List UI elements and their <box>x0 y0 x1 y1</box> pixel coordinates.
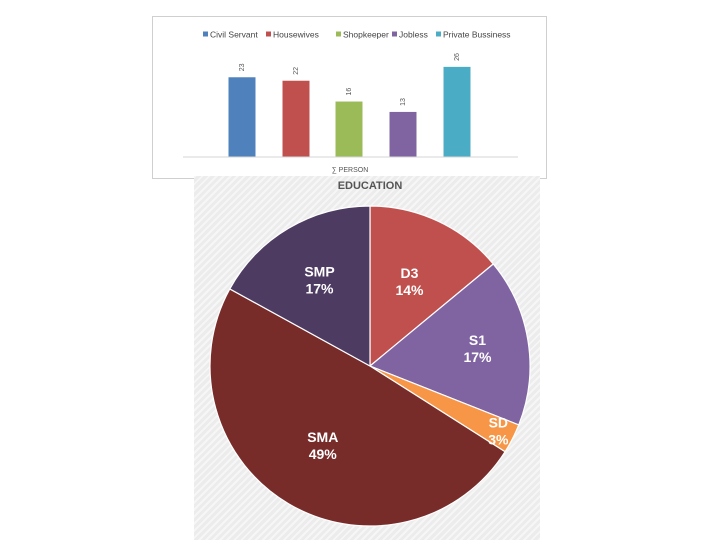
bar-chart-svg: Civil Servant Housewives Shopkeeper Jobless… <box>183 30 518 174</box>
legend-swatch-civil-servant <box>203 31 208 37</box>
bar-shopkeeper <box>335 101 363 157</box>
legend-label-private-bussiness: Private Bussiness <box>443 30 511 40</box>
bar-value-housewives: 22 <box>293 67 300 75</box>
pie-label-d3: D3 <box>401 265 419 281</box>
pie-chart: EDUCATION D3 14% S1 17% SD 3% SMA 49% SMP 17% <box>194 176 540 540</box>
pie-label-s1: S1 <box>469 332 486 348</box>
bar-housewives <box>282 80 310 157</box>
pie-slice-smp <box>228 205 371 368</box>
pie-percent-sma: 49% <box>309 446 338 462</box>
pie-title: EDUCATION <box>338 180 403 192</box>
pie-slice-s1 <box>368 263 531 426</box>
legend-label-shopkeeper: Shopkeeper <box>343 30 389 40</box>
pie-percent-d3: 14% <box>395 282 424 298</box>
bar-marks: 23 22 16 13 26 <box>228 53 471 157</box>
legend-swatch-jobless <box>392 31 397 37</box>
bar-legend: Civil Servant Housewives Shopkeeper Jobless… <box>203 30 511 40</box>
pie-percent-sd: 3% <box>488 431 509 447</box>
pie-label-sma: SMA <box>307 429 338 445</box>
pie-label-sd: SD <box>489 414 508 430</box>
bar-value-shopkeeper: 16 <box>346 88 353 96</box>
bar-chart: Civil Servant Housewives Shopkeeper Jobless… <box>152 16 547 179</box>
legend-swatch-shopkeeper <box>336 31 341 37</box>
legend-label-jobless: Jobless <box>399 30 428 40</box>
pie-slice-sma <box>209 288 506 527</box>
bar-civil-servant <box>228 77 256 157</box>
legend-swatch-private-bussiness <box>436 31 441 37</box>
pie-percent-s1: 17% <box>463 349 492 365</box>
pie-label-smp: SMP <box>304 264 334 280</box>
bar-value-jobless: 13 <box>400 98 407 106</box>
bar-value-civil-servant: 23 <box>239 63 246 71</box>
legend-label-civil-servant: Civil Servant <box>210 30 258 40</box>
x-axis-label: ∑ PERSON <box>332 167 369 174</box>
pie-slice-d3 <box>369 205 495 368</box>
pie-slices <box>209 205 531 527</box>
bar-jobless <box>389 111 417 157</box>
bar-private-bussiness <box>443 66 471 157</box>
legend-label-housewives: Housewives <box>273 30 319 40</box>
bar-value-private-bussiness: 26 <box>454 53 461 61</box>
pie-percent-smp: 17% <box>305 281 334 297</box>
legend-swatch-housewives <box>266 31 271 37</box>
